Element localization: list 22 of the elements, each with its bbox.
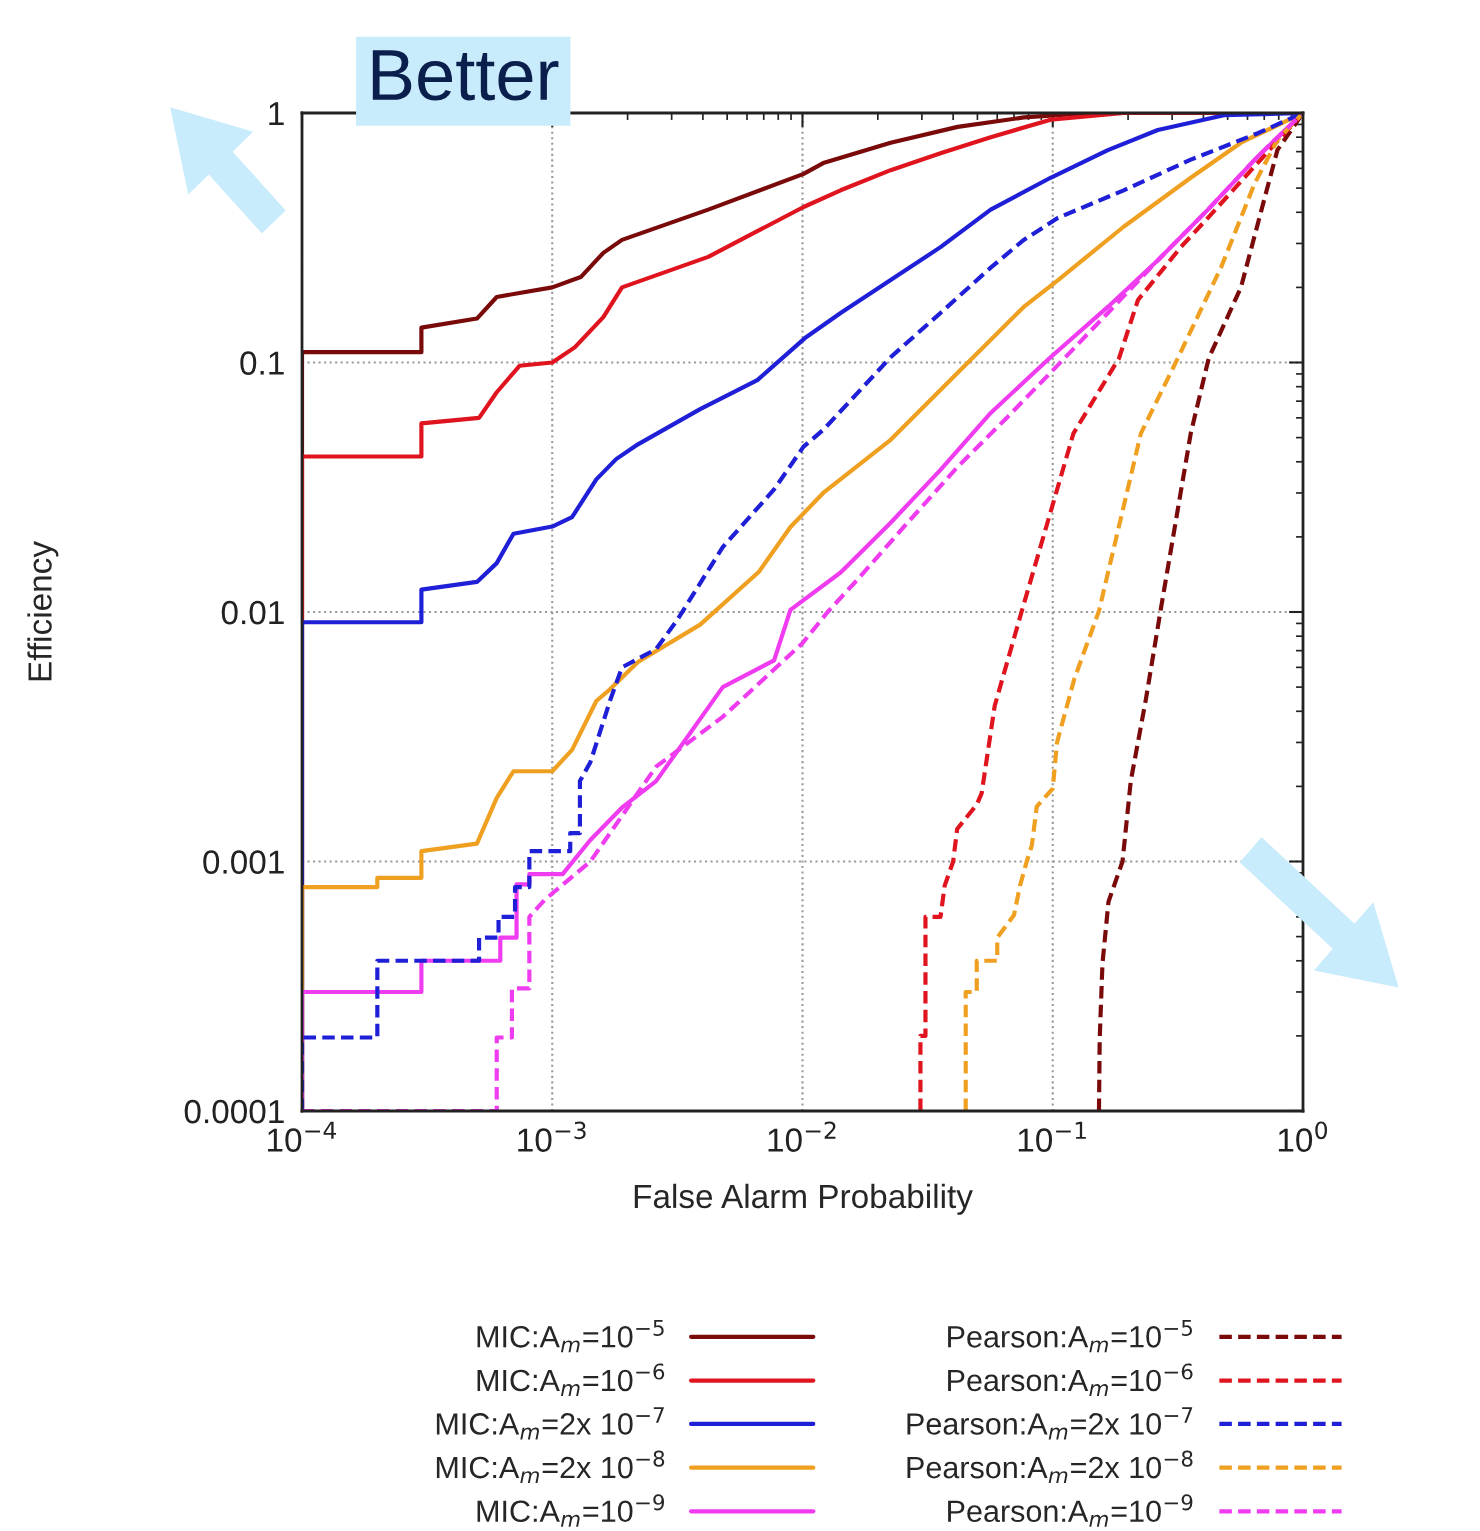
text: Better: [372, 50, 559, 101]
x-tick-label: 10$^{−1}$: [1018, 1121, 1086, 1152]
legend-label: Pearson:A$_{m}$=10$^{−6}$: [948, 1363, 1193, 1397]
legend-label: Pearson:A$_{m}$=10$^{−9}$: [948, 1494, 1193, 1527]
y-tick-label: 0.0001: [184, 1099, 284, 1124]
legend-label: MIC:A$_{m}$=2x 10$^{−8}$: [436, 1450, 665, 1484]
x-tick-label: 10$^{0}$: [1278, 1121, 1328, 1152]
legend-label: Pearson:A$_{m}$=2x 10$^{−8}$: [907, 1450, 1193, 1484]
x-tick-label: 10$^{−3}$: [518, 1121, 586, 1152]
legend-label: MIC:A$_{m}$=2x 10$^{−7}$: [436, 1407, 664, 1440]
legend-label: Pearson:A$_{m}$=2x 10$^{−7}$: [907, 1407, 1193, 1440]
y-tick-label: 0.001: [203, 850, 284, 874]
legend-label: MIC:A$_{m}$=10$^{−5}$: [477, 1320, 664, 1353]
legend-label: MIC:A$_{m}$=10$^{−9}$: [477, 1494, 665, 1527]
y-tick-label: 1: [269, 102, 284, 126]
y-axis-title: Efficiency: [27, 541, 59, 681]
x-tick-label: 10$^{−2}$: [768, 1121, 836, 1152]
y-tick-label: 0.01: [221, 600, 284, 625]
legend-label: Pearson:A$_{m}$=10$^{−5}$: [948, 1320, 1193, 1353]
legend-label: MIC:A$_{m}$=10$^{−6}$: [477, 1363, 665, 1397]
x-axis-title: False Alarm Probability: [634, 1183, 973, 1215]
y-tick-label: 0.1: [240, 351, 284, 375]
